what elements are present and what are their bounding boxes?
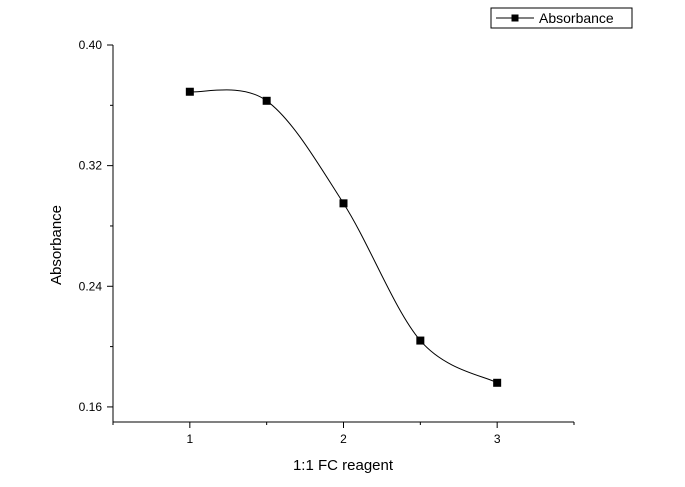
data-point-marker: [339, 199, 348, 208]
x-axis-ticks: 1 2 3: [112, 422, 575, 446]
legend-label: Absorbance: [539, 10, 614, 26]
data-point-marker: [416, 336, 425, 345]
x-tick-label: 3: [494, 432, 501, 446]
y-tick-label: 0.32: [79, 159, 103, 173]
x-tick-label: 1: [186, 432, 193, 446]
legend-box: [490, 7, 633, 29]
x-tick-label: 2: [340, 432, 347, 446]
y-tick-label: 0.16: [79, 400, 103, 414]
y-axis-ticks: 0.16 0.24 0.32 0.40: [79, 38, 113, 414]
series-curve-layer: [189, 89, 498, 384]
series-marker-layer: [185, 87, 502, 387]
x-axis-title: 1:1 FC reagent: [293, 457, 394, 474]
plot-frame: [112, 45, 574, 423]
data-point-marker: [262, 96, 271, 105]
data-point-marker: [493, 378, 502, 387]
series-line-absorbance: [189, 89, 498, 384]
y-tick-label: 0.40: [79, 38, 103, 52]
y-axis-title: Absorbance: [48, 205, 65, 285]
data-point-marker: [185, 87, 194, 96]
y-tick-label: 0.24: [79, 279, 103, 293]
legend: Absorbance: [490, 7, 633, 29]
legend-marker-sample: [511, 14, 519, 22]
